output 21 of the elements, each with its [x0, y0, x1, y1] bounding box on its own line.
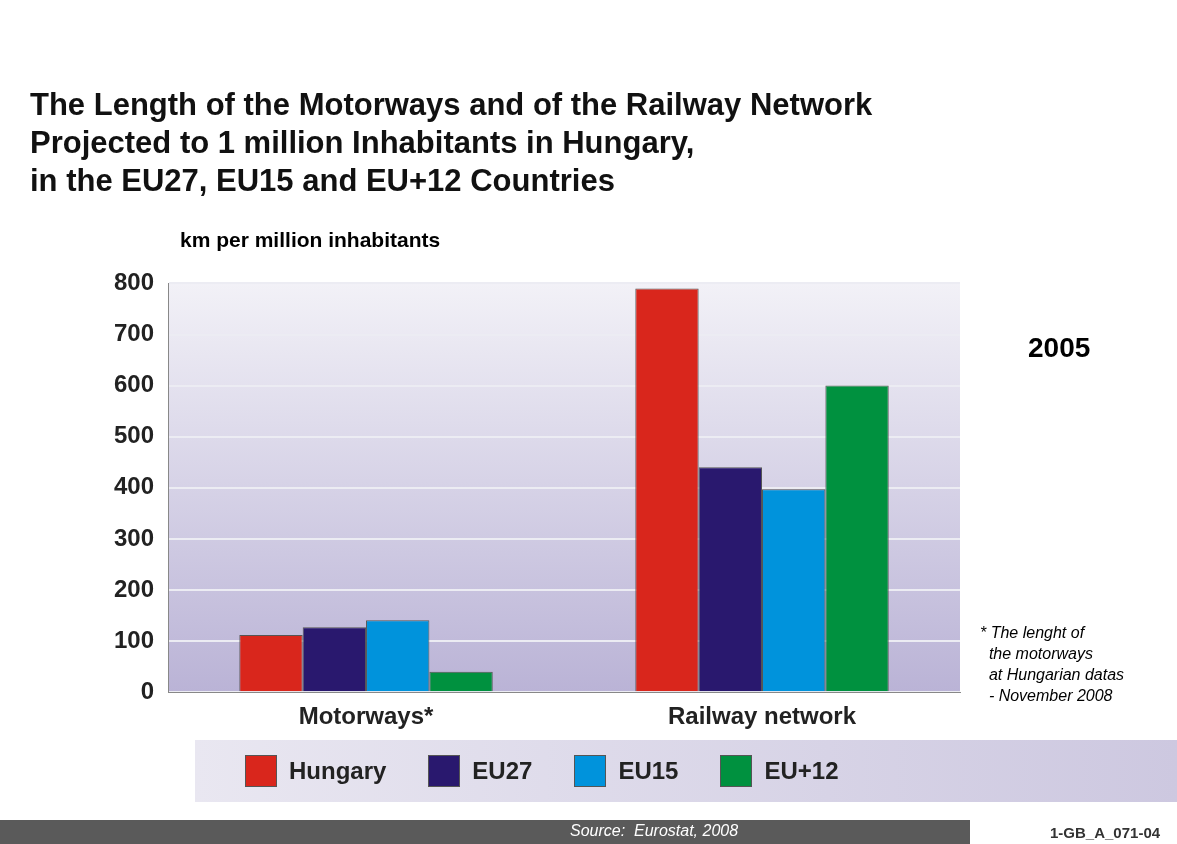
y-axis-title: km per million inhabitants — [180, 228, 441, 252]
x-tick-label: Railway network — [667, 702, 857, 730]
y-tick-label: 700 — [114, 319, 155, 347]
text: * The lenght of the motorways at Hungarian datas - November 2008 — [980, 623, 1125, 706]
legend-label: EU+12 — [764, 757, 839, 785]
y-tick-label: 400 — [114, 472, 155, 500]
y-tick-label: 200 — [114, 574, 155, 602]
x-tick-label: Motorways* — [298, 702, 435, 730]
text: 2005 — [1028, 332, 1091, 364]
y-tick-label: 600 — [114, 370, 155, 398]
legend-label: EU15 — [618, 757, 679, 785]
source-note: Source: Eurostat, 2008 — [570, 822, 739, 840]
y-tick-label: 800 — [114, 268, 155, 296]
y-tick-label: 100 — [114, 625, 155, 653]
chart-title: The Length of the Motorways and of the Railway Network Projected to 1 million Inhabitants in Hungary, in the EU27, EU15 and EU+12 Countries — [30, 86, 873, 200]
y-tick-label: 300 — [114, 523, 155, 551]
y-tick-label: 0 — [140, 676, 155, 704]
y-tick-label: 500 — [114, 421, 155, 449]
legend-label: EU27 — [472, 757, 533, 785]
text: Hungary — [289, 757, 387, 785]
text: 1-GB_A_071-04 — [1050, 824, 1161, 841]
